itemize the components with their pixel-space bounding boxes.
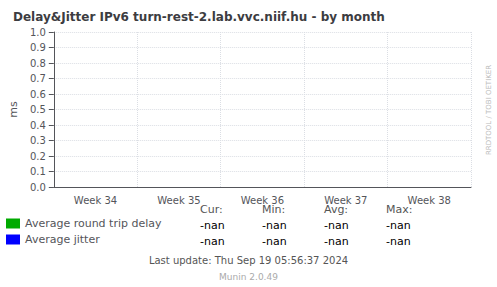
svg-text:0.7: 0.7: [30, 73, 46, 84]
svg-text:-nan: -nan: [386, 219, 411, 232]
svg-text:Avg:: Avg:: [324, 202, 349, 216]
svg-text:-nan: -nan: [324, 219, 349, 232]
svg-text:-nan: -nan: [200, 219, 225, 232]
svg-text:Week 34: Week 34: [74, 195, 117, 206]
svg-text:Delay&Jitter IPv6 turn-rest-2.: Delay&Jitter IPv6 turn-rest-2.lab.vvc.ni…: [13, 10, 385, 24]
svg-text:Average round trip delay: Average round trip delay: [25, 217, 162, 230]
svg-text:Week 37: Week 37: [324, 195, 367, 206]
svg-text:0.4: 0.4: [30, 120, 46, 131]
svg-text:RRDTOOL / TOBI OETIKER: RRDTOOL / TOBI OETIKER: [485, 65, 493, 155]
svg-text:0.6: 0.6: [30, 89, 46, 100]
svg-text:0.3: 0.3: [30, 135, 46, 146]
svg-text:ms: ms: [7, 101, 20, 118]
svg-text:Average jitter: Average jitter: [25, 233, 100, 246]
svg-text:Max:: Max:: [386, 202, 413, 216]
svg-text:0.1: 0.1: [30, 166, 46, 177]
svg-text:1.0: 1.0: [30, 27, 46, 38]
svg-text:Last update: Thu Sep 19 05:56:: Last update: Thu Sep 19 05:56:37 2024: [149, 255, 348, 266]
svg-text:Week 35: Week 35: [157, 195, 200, 206]
svg-text:-nan: -nan: [200, 235, 225, 248]
svg-text:0.2: 0.2: [30, 151, 46, 162]
svg-text:Week 38: Week 38: [408, 195, 451, 206]
svg-text:-nan: -nan: [262, 219, 287, 232]
svg-text:0.8: 0.8: [30, 58, 46, 69]
svg-text:0.9: 0.9: [30, 42, 46, 53]
svg-text:0.5: 0.5: [30, 104, 46, 115]
svg-text:-nan: -nan: [262, 235, 287, 248]
svg-text:Week 36: Week 36: [241, 195, 284, 206]
svg-text:-nan: -nan: [324, 235, 349, 248]
svg-text:Cur:: Cur:: [200, 203, 223, 216]
svg-text:-nan: -nan: [386, 235, 411, 248]
svg-text:0.0: 0.0: [30, 182, 46, 193]
svg-text:Min:: Min:: [262, 202, 286, 216]
svg-text:Munin 2.0.49: Munin 2.0.49: [219, 272, 278, 282]
